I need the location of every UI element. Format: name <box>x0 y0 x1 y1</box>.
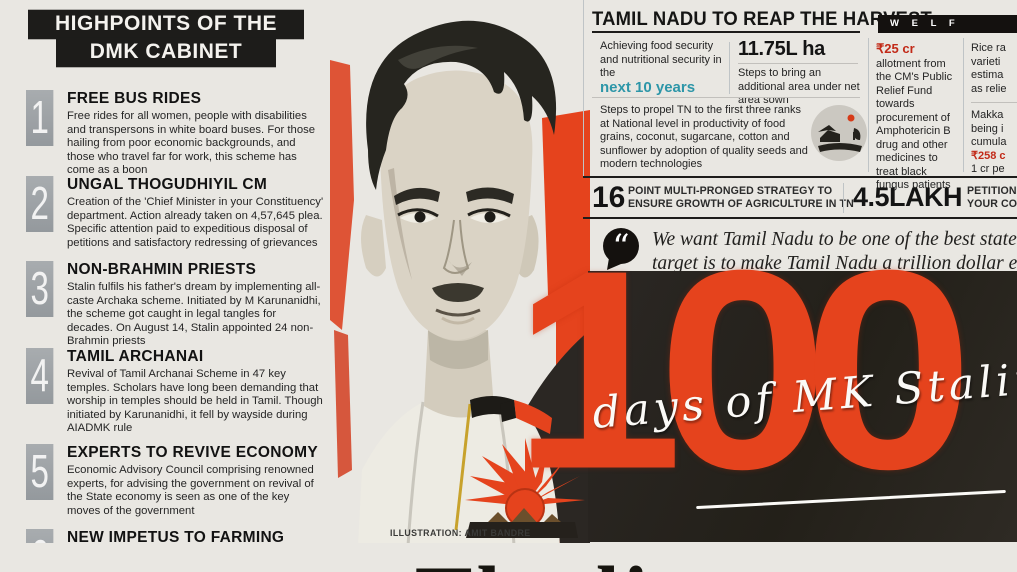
item-number: 4 <box>26 348 54 404</box>
food-security-highlight: next 10 years <box>600 78 696 96</box>
cabinet-item-5: 5 EXPERTS TO REVIVE ECONOMY Economic Adv… <box>26 444 326 518</box>
area-stat: 11.75L ha <box>738 38 825 60</box>
mini-rule <box>738 63 858 64</box>
item-body: Creation of the 'Chief Minister in your … <box>67 196 324 249</box>
petitions-desc: PETITIONS RECEIVE YOUR CONSTITUENC <box>967 185 1017 210</box>
strip-divider <box>843 183 844 213</box>
strip-rule-bottom <box>583 217 1017 219</box>
title-rule <box>592 31 860 33</box>
welfare-line: varieti <box>971 55 1001 68</box>
hero-dark-background <box>588 271 1017 542</box>
item-body: Economic Advisory Council comprising ren… <box>67 464 314 517</box>
mini-divider <box>868 38 869 172</box>
area-desc: Steps to bring an additional area under … <box>738 67 860 106</box>
strategy-stat-16: 16 <box>592 181 626 214</box>
relief-stat: ₹25 cr <box>876 41 915 56</box>
mini-divider <box>729 42 730 94</box>
bottom-strip: The list <box>0 543 1017 572</box>
propel-text: Steps to propel TN to the first three ra… <box>600 104 808 170</box>
mini-rule <box>592 97 860 98</box>
welfare-line: being i <box>971 122 1004 135</box>
svg-text:“: “ <box>612 227 629 267</box>
mk-stalin-portrait-illustration <box>330 20 590 546</box>
panel-title-line1: HIGHPOINTS OF THE <box>28 9 304 40</box>
farm-icon <box>811 105 867 161</box>
item-heading: NON-BRAHMIN PRIESTS <box>67 261 257 278</box>
item-heading: FREE BUS RIDES <box>67 90 202 107</box>
dmk-flag-rising-sun-illustration <box>454 396 585 538</box>
harvest-title: TAMIL NADU TO REAP THE HARVEST <box>592 9 932 30</box>
item-heading: TAMIL ARCHANAI <box>67 348 204 365</box>
food-security-text: Achieving food security and nutritional … <box>600 40 722 96</box>
welfare-line: as relie <box>971 82 1007 95</box>
welfare-line: cumula <box>971 136 1007 148</box>
column-divider <box>583 0 584 176</box>
item-heading: NEW IMPETUS TO FARMING <box>67 529 285 546</box>
cabinet-item-1: 1 FREE BUS RIDES Free rides for all wome… <box>26 90 326 178</box>
strip-rule-top <box>583 176 1017 178</box>
quote-block: We want Tamil Nadu to be one of the best… <box>652 228 1017 278</box>
quote-line-2: target is to make Tamil Nadu a trillion … <box>652 253 1017 274</box>
petitions-desc-line: YOUR CONSTITUENC <box>967 197 1017 210</box>
item-number: 1 <box>26 90 54 146</box>
strategy-desc-line: ENSURE GROWTH OF AGRICULTURE IN TN <box>628 197 854 210</box>
cabinet-item-4: 4 TAMIL ARCHANAI Revival of Tamil Archan… <box>26 348 326 436</box>
welfare-column-clipped: Rice ra varieti estima as relie Makka be… <box>971 42 1017 177</box>
relief-rest: allotment from the CM's Public Relief Fu… <box>876 57 953 192</box>
item-body: Free rides for all women, people with di… <box>67 110 316 177</box>
item-number: 2 <box>26 176 54 232</box>
mini-divider <box>963 38 964 172</box>
item-heading: EXPERTS TO REVIVE ECONOMY <box>67 444 318 461</box>
item-body: Revival of Tamil Archanai Scheme in 47 k… <box>67 368 323 435</box>
petitions-stat: 4.5LAKH <box>853 182 963 212</box>
welfare-line: Rice ra <box>971 42 1006 54</box>
hero-number-100: 100 <box>512 211 974 529</box>
item-heading: UNGAL THOGUDHIYIL CM <box>67 176 268 193</box>
strategy-desc-16: POINT MULTI-PRONGED STRATEGY TO ENSURE G… <box>628 185 854 210</box>
food-security-pre: Achieving food security and nutritional … <box>600 40 722 79</box>
panel-title-line2: DMK CABINET <box>56 37 276 68</box>
welfare-line: estima <box>971 69 1004 81</box>
item-number: 3 <box>26 261 54 317</box>
relief-fund-text: ₹25 cr allotment from the CM's Public Re… <box>876 42 960 193</box>
welfare-line: Makka <box>971 109 1004 121</box>
welfare-section-header: W E L F <box>878 15 1017 33</box>
quote-line-1: We want Tamil Nadu to be one of the best… <box>652 229 1017 250</box>
bottom-headline-cropped: The list <box>415 546 722 572</box>
cabinet-item-2: 2 UNGAL THOGUDHIYIL CM Creation of the '… <box>26 176 326 250</box>
strategy-desc-line: POINT MULTI-PRONGED STRATEGY TO <box>628 185 833 197</box>
petitions-desc-line: PETITIONS RECEIVE <box>967 185 1017 197</box>
cabinet-item-3: 3 NON-BRAHMIN PRIESTS Stalin fulfils his… <box>26 261 326 349</box>
welfare-line: 1 cr pe <box>971 163 1005 175</box>
welfare-stat: ₹258 c <box>971 149 1006 162</box>
item-number: 5 <box>26 444 54 500</box>
illustration-credit: ILLUSTRATION: AMIT BANDRE <box>390 528 531 538</box>
highpoints-panel: HIGHPOINTS OF THE DMK CABINET 1 FREE BUS… <box>8 0 332 572</box>
item-body: Stalin fulfils his father's dream by imp… <box>67 281 321 348</box>
quote-icon: “ <box>603 227 639 270</box>
